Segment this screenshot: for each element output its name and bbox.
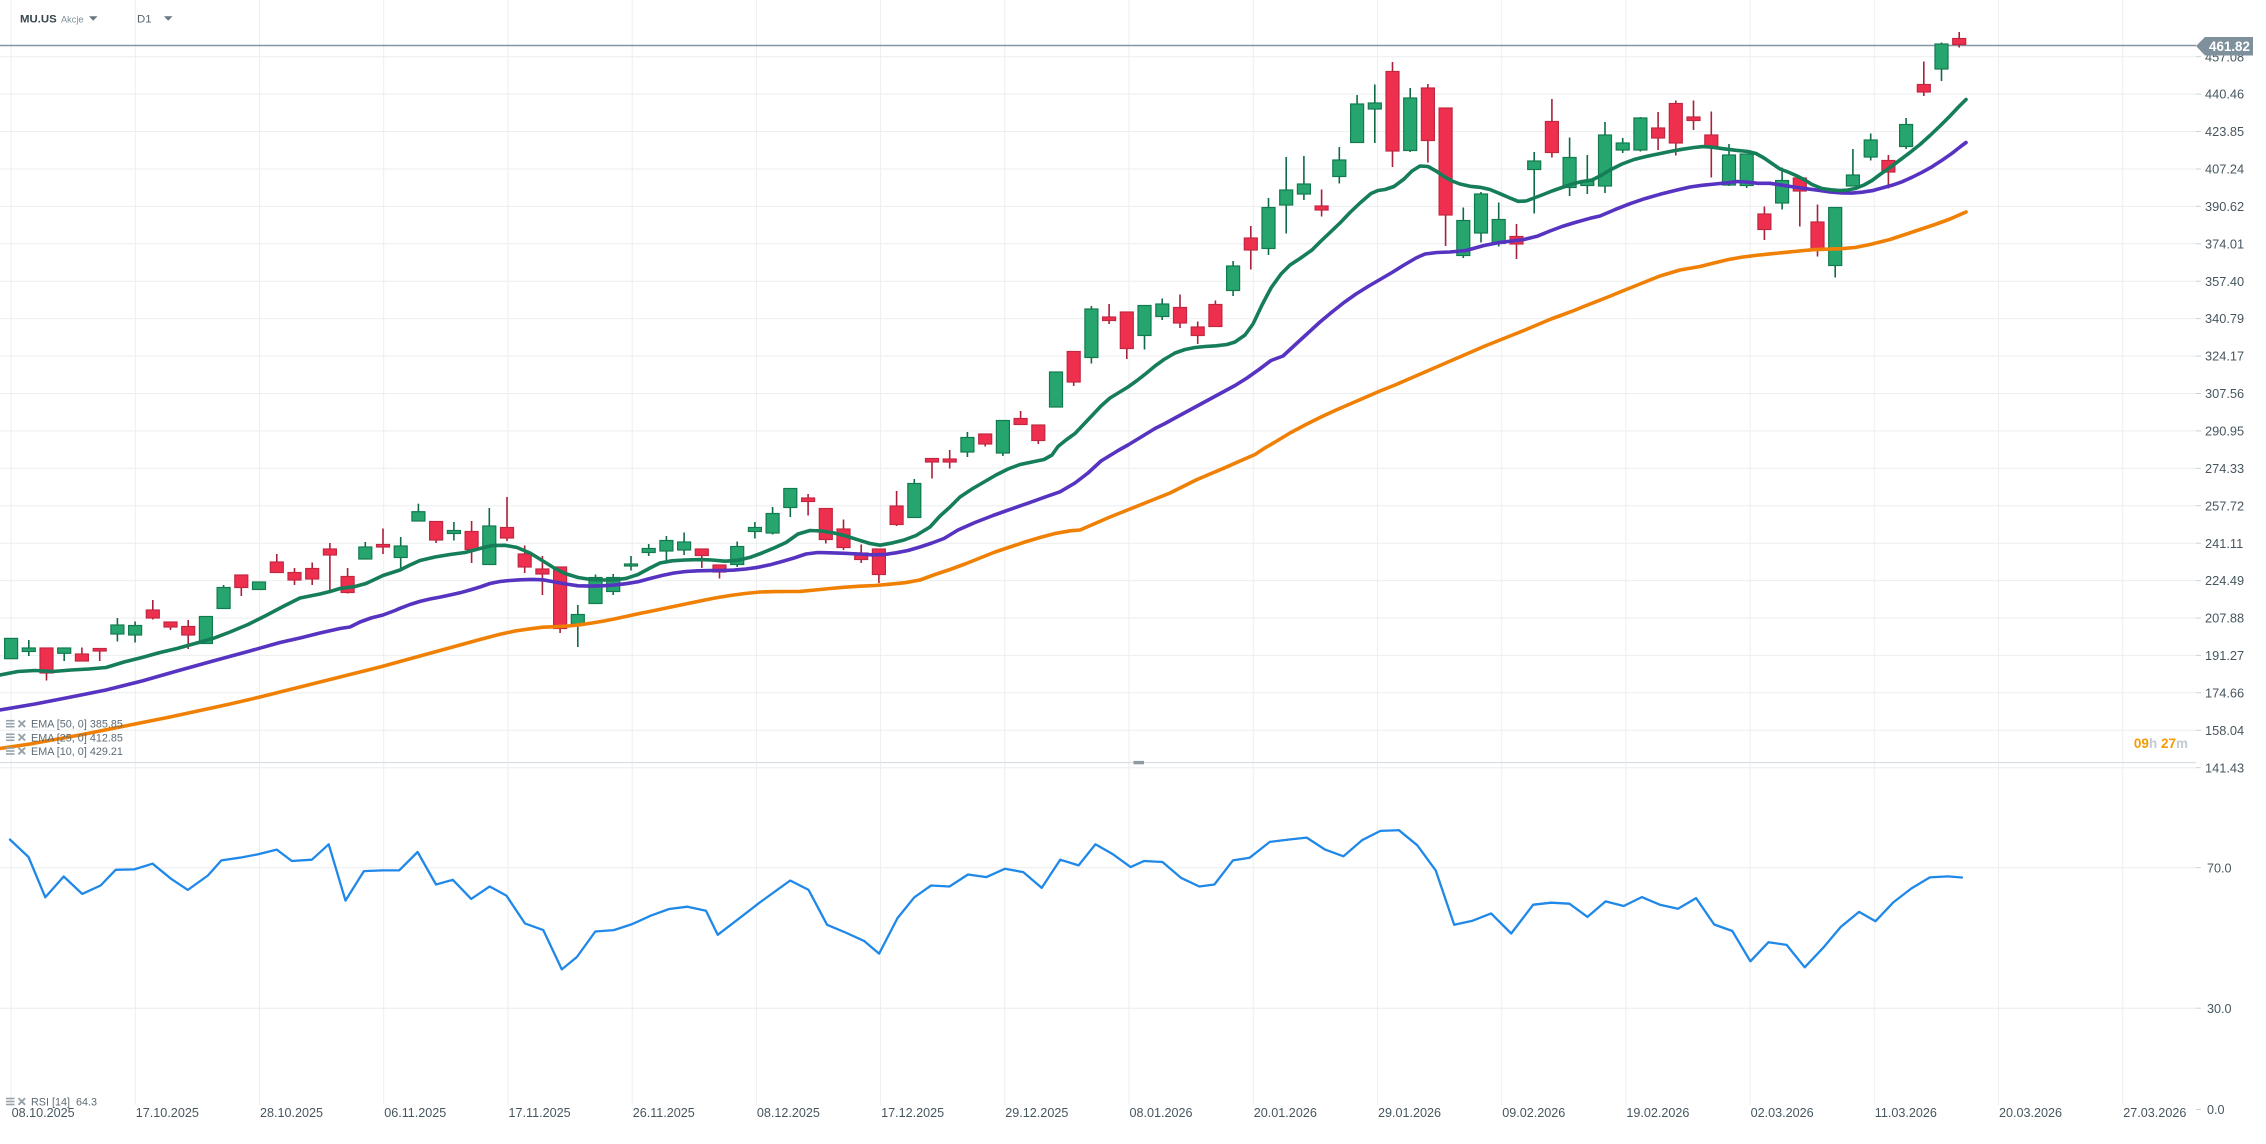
- svg-text:28.10.2025: 28.10.2025: [260, 1106, 323, 1120]
- svg-text:30.0: 30.0: [2207, 1002, 2232, 1016]
- svg-text:17.10.2025: 17.10.2025: [136, 1106, 199, 1120]
- svg-text:174.66: 174.66: [2205, 685, 2244, 700]
- svg-text:RSI [14] 64.3: RSI [14] 64.3: [31, 1097, 97, 1109]
- svg-text:EMA [10, 0] 429.21: EMA [10, 0] 429.21: [31, 746, 123, 758]
- svg-text:274.33: 274.33: [2205, 461, 2244, 476]
- svg-text:20.03.2026: 20.03.2026: [1999, 1106, 2062, 1120]
- svg-text:224.49: 224.49: [2205, 573, 2244, 588]
- svg-text:02.03.2026: 02.03.2026: [1751, 1106, 1814, 1120]
- svg-text:241.11: 241.11: [2205, 536, 2243, 551]
- svg-text:27.03.2026: 27.03.2026: [2123, 1106, 2186, 1120]
- svg-text:0.0: 0.0: [2207, 1103, 2225, 1117]
- svg-text:407.24: 407.24: [2205, 162, 2244, 177]
- svg-text:20.01.2026: 20.01.2026: [1254, 1106, 1317, 1120]
- svg-text:MU.US: MU.US: [20, 13, 57, 25]
- svg-text:207.88: 207.88: [2205, 611, 2244, 626]
- svg-text:09h 27m: 09h 27m: [2134, 736, 2188, 751]
- svg-text:09.02.2026: 09.02.2026: [1502, 1106, 1565, 1120]
- svg-text:06.11.2025: 06.11.2025: [384, 1106, 446, 1120]
- svg-text:191.27: 191.27: [2205, 648, 2244, 663]
- svg-text:EMA [50, 0] 385.85: EMA [50, 0] 385.85: [31, 719, 123, 731]
- svg-text:307.56: 307.56: [2205, 386, 2244, 401]
- svg-text:257.72: 257.72: [2205, 498, 2244, 513]
- svg-text:26.11.2025: 26.11.2025: [633, 1106, 695, 1120]
- svg-text:423.85: 423.85: [2205, 124, 2244, 139]
- svg-text:357.40: 357.40: [2205, 274, 2244, 289]
- svg-text:440.46: 440.46: [2205, 87, 2244, 102]
- svg-text:11.03.2026: 11.03.2026: [1875, 1106, 1937, 1120]
- svg-text:17.12.2025: 17.12.2025: [881, 1106, 944, 1120]
- svg-text:70.0: 70.0: [2207, 861, 2232, 875]
- svg-text:Akcje: Akcje: [61, 14, 83, 24]
- svg-text:08.01.2026: 08.01.2026: [1130, 1106, 1193, 1120]
- svg-text:324.17: 324.17: [2205, 349, 2244, 364]
- svg-text:D1: D1: [137, 13, 152, 25]
- svg-text:17.11.2025: 17.11.2025: [509, 1106, 571, 1120]
- svg-text:08.10.2025: 08.10.2025: [12, 1106, 75, 1120]
- svg-text:29.01.2026: 29.01.2026: [1378, 1106, 1441, 1120]
- svg-text:19.02.2026: 19.02.2026: [1626, 1106, 1689, 1120]
- svg-text:EMA [25, 0] 412.85: EMA [25, 0] 412.85: [31, 732, 123, 744]
- svg-text:461.82: 461.82: [2209, 39, 2250, 54]
- svg-text:340.79: 340.79: [2205, 311, 2244, 326]
- svg-text:141.43: 141.43: [2205, 760, 2244, 775]
- svg-text:374.01: 374.01: [2205, 236, 2244, 251]
- svg-text:08.12.2025: 08.12.2025: [757, 1106, 820, 1120]
- svg-text:290.95: 290.95: [2205, 424, 2244, 439]
- svg-text:158.04: 158.04: [2205, 723, 2244, 738]
- svg-text:390.62: 390.62: [2205, 199, 2244, 214]
- svg-text:29.12.2025: 29.12.2025: [1005, 1106, 1068, 1120]
